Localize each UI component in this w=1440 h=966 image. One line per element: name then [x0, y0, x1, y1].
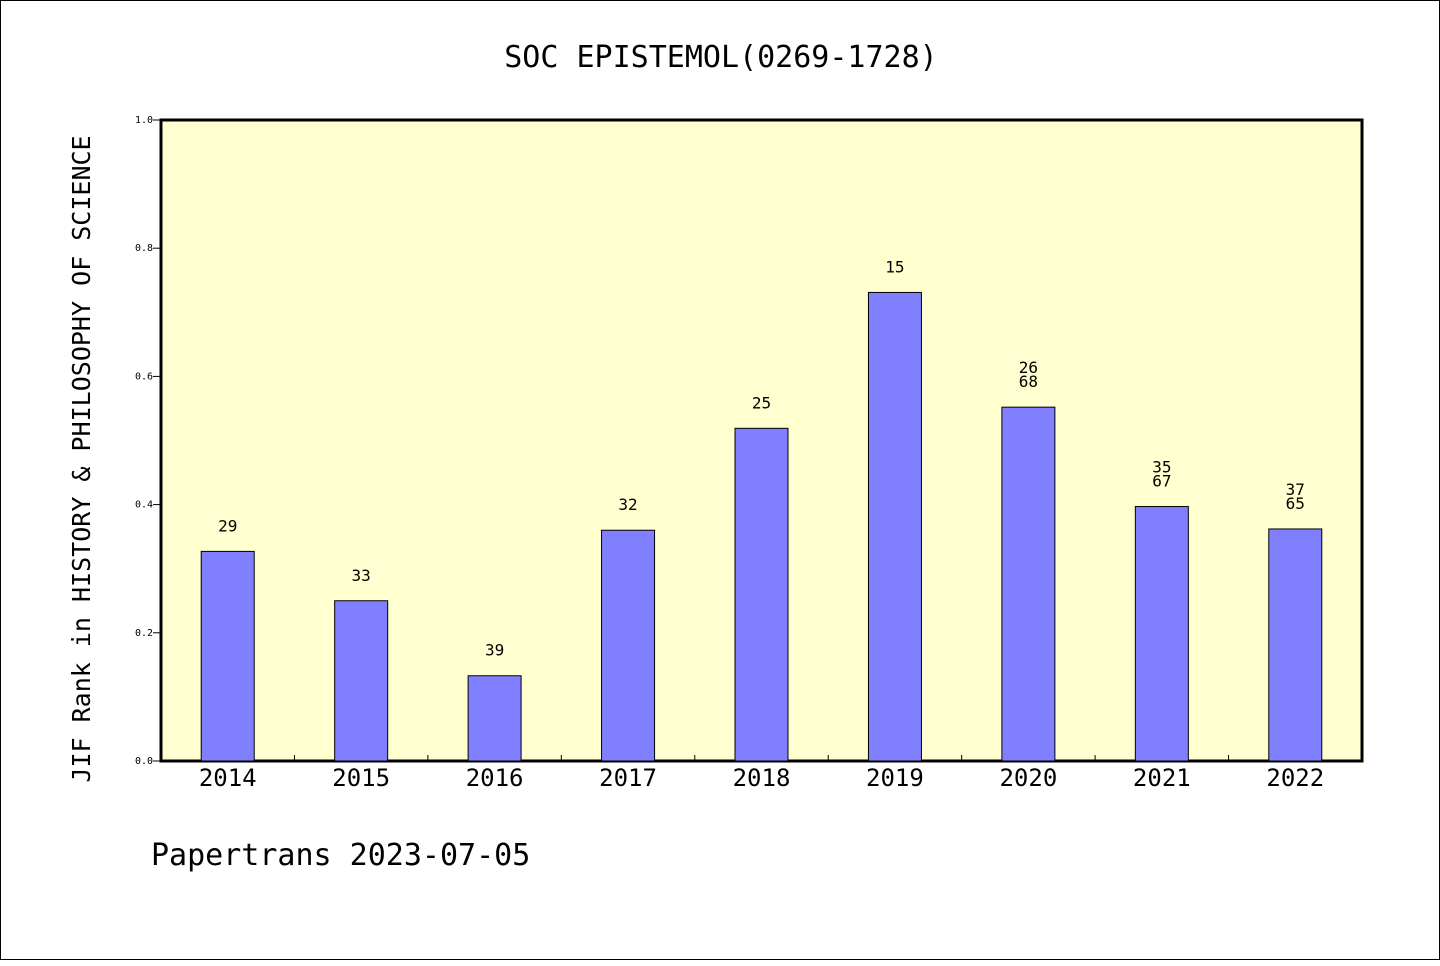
bar-2014	[200, 550, 255, 762]
bar-2020	[1001, 406, 1056, 762]
y-tick-label: 0.2	[135, 628, 153, 639]
y-tick-label: 1.0	[135, 115, 153, 126]
y-tick-label: 0.0	[135, 756, 153, 767]
bar-2017	[601, 529, 656, 762]
x-tick-label: 2015	[332, 764, 390, 792]
x-tick-label: 2022	[1266, 764, 1324, 792]
y-axis-label: JIF Rank in HISTORY & PHILOSOPHY OF SCIE…	[67, 135, 96, 782]
bars	[200, 291, 1323, 762]
bar-label: 33	[352, 566, 371, 585]
x-tick-label: 2019	[866, 764, 924, 792]
bar-label: 68	[1019, 372, 1038, 391]
bar-label: 35	[1152, 458, 1171, 477]
bar-label: 39	[485, 641, 504, 660]
bar-label: 65	[1286, 494, 1305, 513]
bar-label: 15	[885, 257, 904, 276]
y-tick-label: 0.8	[135, 243, 153, 254]
x-tick-label: 2021	[1133, 764, 1191, 792]
bar-2019	[867, 291, 922, 762]
bar-label: 25	[752, 393, 771, 412]
x-tick-label: 2018	[733, 764, 791, 792]
y-tick-label: 0.6	[135, 371, 153, 382]
bar-label: 32	[618, 495, 637, 514]
bar-label: 37	[1286, 480, 1305, 499]
bar-2018	[734, 427, 789, 762]
x-tick-label: 2017	[599, 764, 657, 792]
chart-title: SOC EPISTEMOL(0269-1728)	[504, 40, 937, 75]
bar-label: 26	[1019, 358, 1038, 377]
bar-2022	[1268, 528, 1323, 762]
x-tick-label: 2016	[466, 764, 524, 792]
bar-label: 67	[1152, 472, 1171, 491]
bar-label: 29	[218, 516, 237, 535]
footer-credit: Papertrans 2023-07-05	[151, 838, 530, 873]
y-axis-ticks: 0.0 0.2 0.4 0.6 0.8 1.0	[135, 115, 161, 767]
x-axis-ticks: 2014 2015 2016 2017 2018 2019 2020 2021 2022	[199, 755, 1324, 792]
bar-2021	[1134, 506, 1189, 762]
bar-2015	[334, 600, 389, 762]
y-tick-label: 0.4	[135, 500, 153, 511]
x-tick-label: 2014	[199, 764, 257, 792]
bar-2016	[467, 675, 522, 762]
x-tick-label: 2020	[999, 764, 1057, 792]
